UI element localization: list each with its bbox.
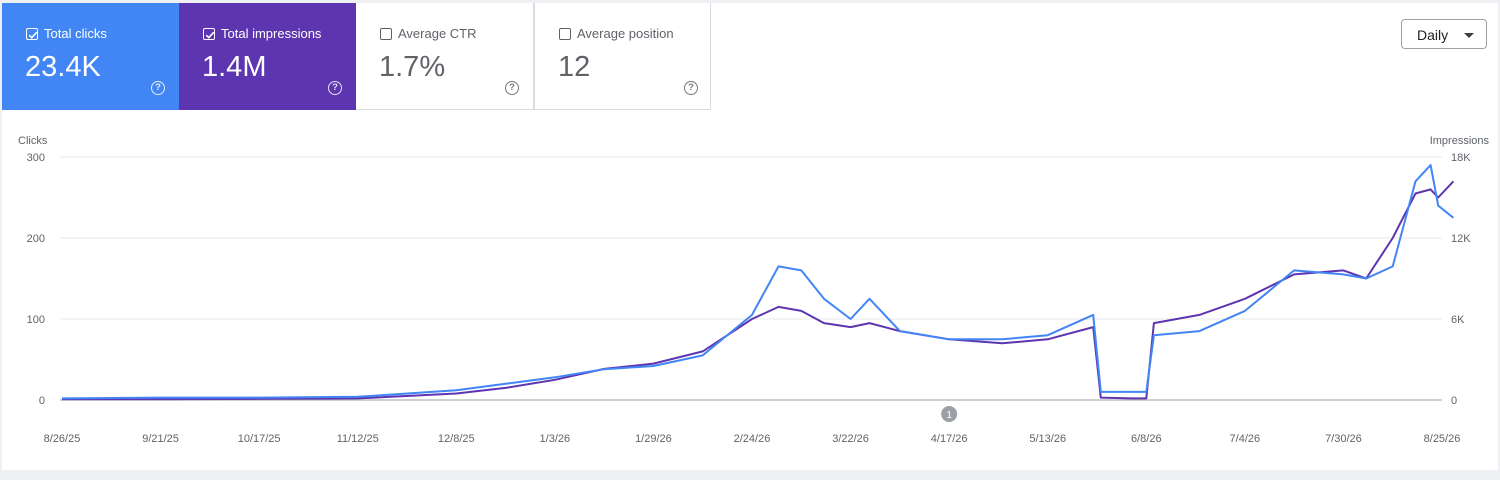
x-tick-label: 7/4/26 bbox=[1230, 433, 1261, 445]
metric-value: 1.4M bbox=[202, 51, 267, 83]
series-line-total-impressions bbox=[62, 180, 1455, 401]
checkbox-icon[interactable] bbox=[203, 28, 215, 40]
metric-average-position[interactable]: Average position 12 ? bbox=[534, 3, 711, 110]
annotation-label: 1 bbox=[946, 410, 952, 421]
metric-label: Total clicks bbox=[44, 26, 107, 41]
caret-down-icon bbox=[1464, 33, 1474, 38]
checkbox-icon[interactable] bbox=[26, 28, 38, 40]
help-circle-icon[interactable]: ? bbox=[151, 81, 165, 95]
annotation-marker bbox=[941, 406, 958, 422]
metric-label: Average position bbox=[577, 26, 674, 41]
x-tick-label: 1/29/26 bbox=[635, 433, 672, 445]
y-right-tick-label: 6K bbox=[1451, 314, 1465, 326]
period-dropdown-label: Daily bbox=[1417, 27, 1449, 43]
x-tick-label: 11/12/25 bbox=[337, 433, 379, 445]
y-left-tick-label: 0 bbox=[39, 395, 45, 407]
metric-average-ctr[interactable]: Average CTR 1.7% ? bbox=[356, 3, 534, 110]
checkbox-icon[interactable] bbox=[559, 28, 571, 40]
period-dropdown[interactable]: Daily bbox=[1401, 19, 1487, 49]
y-right-tick-label: 0 bbox=[1451, 395, 1457, 407]
metric-label: Average CTR bbox=[398, 26, 477, 41]
y-right-axis-label: Impressions bbox=[1430, 135, 1490, 147]
metric-total-impressions[interactable]: Total impressions 1.4M ? bbox=[179, 3, 356, 110]
x-tick-label: 2/24/26 bbox=[734, 433, 771, 445]
x-tick-label: 5/13/26 bbox=[1029, 433, 1066, 445]
x-tick-label: 7/30/26 bbox=[1325, 433, 1362, 445]
x-tick-label: 3/22/26 bbox=[832, 433, 869, 445]
help-circle-icon[interactable]: ? bbox=[328, 81, 342, 95]
performance-chart: 0 0 100 6K 200 12K 300 18K Clicks Impressions 8/26… bbox=[18, 135, 1490, 445]
y-left-axis-label: Clicks bbox=[18, 135, 48, 147]
metric-value: 23.4K bbox=[25, 51, 101, 83]
x-tick-label: 10/17/25 bbox=[238, 433, 281, 445]
y-right-tick-label: 12K bbox=[1451, 233, 1471, 245]
metric-label: Total impressions bbox=[221, 26, 322, 41]
metric-value: 12 bbox=[558, 51, 591, 83]
metric-total-clicks[interactable]: Total clicks 23.4K ? bbox=[2, 3, 179, 110]
y-right-tick-label: 18K bbox=[1451, 152, 1471, 164]
x-tick-label: 1/3/26 bbox=[540, 433, 571, 445]
y-left-tick-label: 100 bbox=[27, 314, 45, 326]
help-circle-icon[interactable]: ? bbox=[684, 81, 698, 95]
x-tick-label: 12/8/25 bbox=[438, 433, 475, 445]
x-tick-label: 9/21/25 bbox=[142, 433, 179, 445]
metric-value: 1.7% bbox=[379, 51, 446, 83]
help-circle-icon[interactable]: ? bbox=[505, 81, 519, 95]
series-line-total-clicks bbox=[61, 164, 1455, 400]
x-tick-label: 8/26/25 bbox=[44, 433, 81, 445]
performance-card: Total clicks 23.4K ? Total impressions 1… bbox=[2, 3, 1498, 470]
x-tick-label: 6/8/26 bbox=[1131, 433, 1162, 445]
checkbox-icon[interactable] bbox=[380, 28, 392, 40]
y-left-tick-label: 200 bbox=[27, 233, 45, 245]
x-tick-label: 4/17/26 bbox=[931, 433, 968, 445]
y-left-tick-label: 300 bbox=[27, 152, 45, 164]
x-tick-label: 8/25/26 bbox=[1424, 433, 1461, 445]
